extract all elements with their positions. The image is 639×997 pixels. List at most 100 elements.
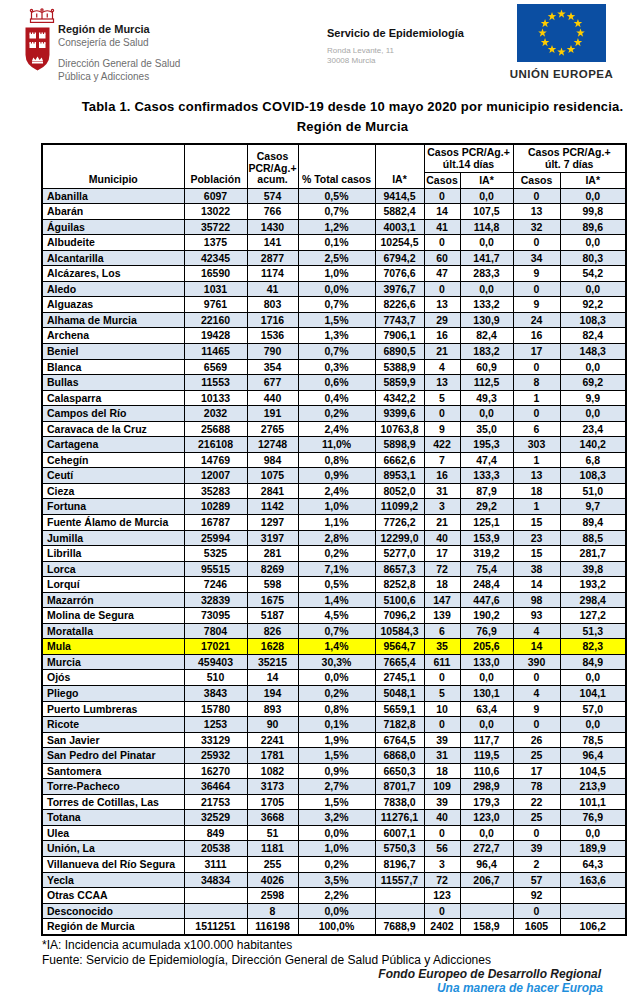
value-cell: 76,9 [560, 810, 626, 826]
value-cell: 15 [513, 514, 560, 530]
value-cell: 123 [424, 888, 460, 904]
value-cell: 3173 [247, 779, 298, 795]
value-cell: 8252,8 [375, 577, 424, 593]
table-row: Caravaca de la Cruz2568827652,4%10763,89… [42, 421, 626, 437]
value-cell: 298,9 [460, 779, 513, 795]
value-cell: 1,4% [298, 639, 375, 655]
value-cell: 12007 [184, 468, 247, 484]
value-cell: 195,3 [460, 437, 513, 453]
value-cell: 125,1 [460, 514, 513, 530]
value-cell: 189,9 [560, 841, 626, 857]
value-cell: 6 [424, 623, 460, 639]
value-cell: 17 [513, 343, 560, 359]
municipality-cell: Alhama de Murcia [42, 312, 184, 328]
table-row: Alhama de Murcia2216017161,5%7743,729130… [42, 312, 626, 328]
value-cell: 99,8 [560, 204, 626, 220]
value-cell: 984 [247, 452, 298, 468]
value-cell: 1,3% [298, 328, 375, 344]
value-cell: 0,8% [298, 701, 375, 717]
value-cell: 12748 [247, 437, 298, 453]
value-cell: 7,1% [298, 561, 375, 577]
table-row: Santomera1627010820,9%6650,318110,617104… [42, 763, 626, 779]
value-cell: 0,7% [298, 343, 375, 359]
value-cell: 7096,2 [375, 608, 424, 624]
municipality-cell: Jumilla [42, 530, 184, 546]
municipality-cell: Librilla [42, 546, 184, 562]
value-cell: 191 [247, 406, 298, 422]
value-cell: 9,7 [560, 499, 626, 515]
value-cell: 5325 [184, 546, 247, 562]
value-cell: 10584,3 [375, 623, 424, 639]
value-cell: 0 [424, 188, 460, 204]
value-cell: 1142 [247, 499, 298, 515]
value-cell: 140,2 [560, 437, 626, 453]
municipality-cell: Yecla [42, 872, 184, 888]
value-cell: 7743,7 [375, 312, 424, 328]
value-cell: 14 [424, 204, 460, 220]
value-cell: 25 [513, 748, 560, 764]
value-cell: 0 [513, 359, 560, 375]
value-cell: 0,0 [560, 235, 626, 251]
value-cell: 13 [424, 375, 460, 391]
value-cell: 54,2 [560, 266, 626, 282]
value-cell: 2402 [424, 919, 460, 935]
value-cell: 3197 [247, 530, 298, 546]
value-cell: 7688,9 [375, 919, 424, 935]
eu-flag-icon [517, 4, 606, 62]
value-cell: 153,9 [460, 530, 513, 546]
value-cell: 7838,0 [375, 794, 424, 810]
value-cell: 116198 [247, 919, 298, 935]
value-cell: 281,7 [560, 546, 626, 562]
value-cell: 611 [424, 654, 460, 670]
municipality-cell: Cartagena [42, 437, 184, 453]
table-row: Abarán130227660,7%5882,414107,51399,8 [42, 204, 626, 220]
value-cell: 14 [247, 670, 298, 686]
value-cell: 5882,4 [375, 204, 424, 220]
municipality-cell: Ulea [42, 825, 184, 841]
value-cell: 12299,0 [375, 530, 424, 546]
municipality-cell: Lorca [42, 561, 184, 577]
value-cell: 64,3 [560, 857, 626, 873]
value-cell: 96,4 [460, 857, 513, 873]
value-cell: 139 [424, 608, 460, 624]
value-cell: 34834 [184, 872, 247, 888]
value-cell: 0 [513, 825, 560, 841]
table-row: Lorquí72465980,5%8252,818248,414193,2 [42, 577, 626, 593]
value-cell: 21 [424, 514, 460, 530]
value-cell: 108,3 [560, 468, 626, 484]
value-cell: 78 [513, 779, 560, 795]
value-cell: 6007,1 [375, 825, 424, 841]
value-cell: 0 [513, 188, 560, 204]
value-cell: 16787 [184, 514, 247, 530]
municipality-cell: Puerto Lumbreras [42, 701, 184, 717]
sub-header-ia-14: IA* [460, 173, 513, 189]
value-cell: 19428 [184, 328, 247, 344]
value-cell: 30,3% [298, 654, 375, 670]
value-cell: 88,5 [560, 530, 626, 546]
value-cell: 2877 [247, 250, 298, 266]
value-cell: 117,7 [460, 732, 513, 748]
table-row: Calasparra101334400,4%4342,2549,319,9 [42, 390, 626, 406]
value-cell: 303 [513, 437, 560, 453]
value-cell: 41 [247, 281, 298, 297]
municipality-cell: Desconocido [42, 903, 184, 919]
murcia-shield-icon [25, 27, 50, 71]
value-cell: 1375 [184, 235, 247, 251]
value-cell: 57,0 [560, 701, 626, 717]
value-cell: 1,5% [298, 748, 375, 764]
value-cell: 75,4 [460, 561, 513, 577]
col-header-municipio: Municipio [42, 144, 184, 188]
value-cell: 87,9 [460, 483, 513, 499]
value-cell: 158,9 [460, 919, 513, 935]
page-title: Tabla 1. Casos confirmados COVID-19 desd… [33, 97, 639, 137]
value-cell: 35 [424, 639, 460, 655]
value-cell: 193,2 [560, 577, 626, 593]
value-cell: 0 [424, 825, 460, 841]
value-cell: 130,1 [460, 686, 513, 702]
municipality-cell: Ojós [42, 670, 184, 686]
value-cell: 5187 [247, 608, 298, 624]
value-cell: 9564,7 [375, 639, 424, 655]
value-cell: 84,9 [560, 654, 626, 670]
value-cell: 7906,1 [375, 328, 424, 344]
value-cell: 3 [424, 499, 460, 515]
